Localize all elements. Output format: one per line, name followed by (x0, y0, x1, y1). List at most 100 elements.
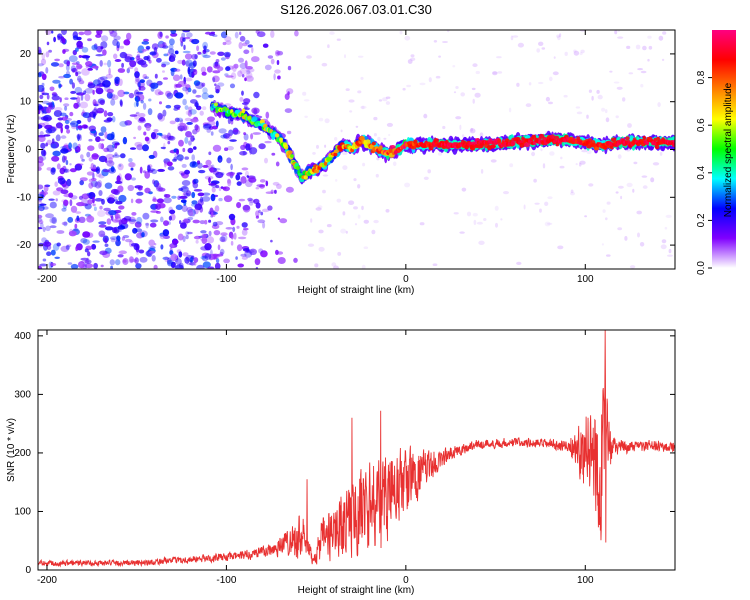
spectrogram-noise-blob (510, 35, 514, 41)
spectrogram-noise-blob (286, 130, 292, 135)
spectrogram-noise-blob (355, 125, 359, 128)
spectrogram-noise-blob (203, 45, 207, 50)
spectrogram-noise-blob (157, 168, 166, 172)
spectrogram-noise-blob (71, 82, 75, 89)
spectrogram-noise-blob (130, 147, 136, 150)
spectrogram-noise-blob (435, 75, 441, 79)
spectrogram-noise-blob (182, 252, 189, 257)
snr-y-tick-label: 200 (14, 448, 31, 459)
spectrogram-noise-blob (135, 198, 143, 204)
spectrogram-noise-blob (104, 237, 108, 244)
spectrogram-noise-blob (483, 218, 487, 221)
spectrogram-noise-blob (410, 57, 416, 61)
spectrogram-noise-blob (437, 152, 443, 156)
spectrogram-noise-blob (182, 50, 191, 54)
spectrogram-noise-blob (41, 73, 47, 81)
spectrogram-noise-blob (168, 206, 174, 214)
spectrogram-noise-blob (77, 78, 83, 81)
spectrogram-noise-blob (140, 100, 144, 104)
spectrogram-noise-blob (174, 68, 181, 72)
spectrogram-noise-blob (201, 52, 208, 57)
spectrogram-noise-blob (183, 192, 191, 197)
spectrogram-noise-blob (172, 74, 181, 82)
spectrogram-noise-blob (264, 157, 268, 164)
spectrogram-noise-blob (69, 78, 73, 85)
spectrogram-noise-blob (110, 188, 119, 195)
spectrogram-noise-blob (106, 91, 113, 99)
spectrogram-ridge-cell (672, 142, 675, 147)
spectrogram-noise-blob (186, 262, 193, 266)
spectrogram-noise-blob (213, 230, 221, 236)
spectrogram-noise-blob (362, 162, 366, 167)
spectrogram-noise-blob (81, 68, 90, 76)
spectrogram-noise-blob (104, 243, 109, 247)
spectrogram-noise-blob (46, 102, 55, 106)
spectrogram-noise-blob (307, 243, 315, 247)
spectrogram-x-tick-label: 0 (403, 274, 409, 285)
spectrogram-noise-blob (87, 67, 93, 71)
spectrogram-noise-blob (597, 94, 603, 100)
spectrogram-noise-blob (137, 81, 141, 88)
spectrogram-noise-blob (193, 257, 199, 263)
spectrogram-noise-blob (83, 90, 87, 95)
spectrogram-noise-blob (615, 191, 619, 194)
spectrogram-noise-blob (45, 225, 51, 232)
spectrogram-noise-blob (221, 234, 228, 242)
spectrogram-noise-blob (536, 48, 540, 53)
spectrogram-noise-blob (194, 54, 198, 60)
spectrogram-ridge-cell (333, 149, 340, 154)
snr-y-label: SNR (10 * v/v) (6, 418, 17, 482)
spectrogram-noise-blob (496, 56, 502, 59)
spectrogram-noise-blob (252, 132, 261, 135)
spectrogram-noise-blob (64, 105, 68, 111)
spectrogram-noise-blob (95, 166, 101, 174)
colorbar-tick-label: 0.8 (696, 70, 707, 84)
spectrogram-noise-blob (660, 244, 667, 250)
spectrogram-noise-blob (588, 183, 594, 187)
spectrogram-noise-blob (176, 117, 184, 123)
spectrogram-noise-blob (475, 70, 480, 75)
spectrogram-noise-blob (85, 65, 90, 68)
spectrogram-noise-blob (230, 240, 234, 246)
spectrogram-noise-blob (62, 184, 69, 189)
spectrogram-noise-blob (180, 222, 187, 229)
spectrogram-noise-blob (88, 138, 93, 142)
spectrogram-noise-blob (74, 163, 83, 171)
spectrogram-noise-blob (182, 124, 189, 131)
spectrogram-noise-blob (157, 31, 163, 39)
spectrogram-noise-blob (158, 203, 166, 209)
spectrogram-noise-blob (152, 198, 158, 203)
spectrogram-noise-blob (196, 264, 205, 269)
spectrogram-noise-blob (60, 135, 67, 139)
spectrogram-noise-blob (170, 69, 175, 77)
spectrogram-noise-blob (226, 146, 234, 151)
spectrogram-noise-blob (127, 184, 135, 192)
spectrogram-noise-blob (191, 38, 200, 45)
spectrogram-noise-blob (54, 181, 58, 187)
spectrogram-noise-blob (60, 245, 70, 252)
spectrogram-noise-blob (317, 205, 323, 209)
spectrogram-noise-blob (192, 137, 196, 141)
spectrogram-noise-blob (220, 239, 226, 243)
spectrogram-noise-blob (223, 195, 233, 203)
spectrogram-noise-blob (91, 44, 98, 51)
spectrogram-noise-blob (193, 208, 199, 215)
spectrogram-noise-blob (148, 154, 155, 159)
spectrogram-noise-blob (46, 251, 52, 256)
spectrogram-noise-blob (329, 31, 335, 35)
spectrogram-noise-blob (604, 109, 608, 114)
spectrogram-noise-blob (75, 211, 82, 214)
spectrogram-noise-blob (460, 92, 466, 97)
spectrogram-noise-blob (428, 77, 432, 83)
spectrogram-noise-blob (548, 101, 553, 105)
spectrogram-noise-blob (163, 53, 169, 57)
spectrogram-noise-blob (334, 137, 338, 141)
spectrogram-noise-blob (38, 166, 42, 171)
spectrogram-noise-blob (245, 72, 253, 79)
spectrogram-noise-blob (108, 167, 116, 174)
spectrogram-noise-blob (200, 230, 207, 234)
spectrogram-noise-blob (72, 35, 79, 41)
spectrogram-noise-blob (130, 167, 134, 171)
spectrogram-noise-blob (385, 101, 390, 105)
spectrogram-noise-blob (59, 179, 63, 185)
